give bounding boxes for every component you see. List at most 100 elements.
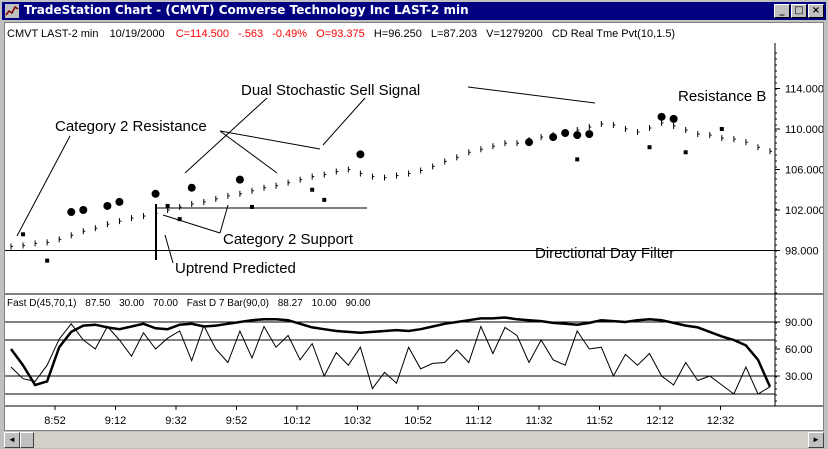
time-tick-label: 9:32 bbox=[165, 415, 186, 427]
price-tick-label: 110.000 bbox=[785, 124, 823, 136]
time-tick-label: 12:32 bbox=[707, 415, 735, 427]
scroll-right-button[interactable]: ► bbox=[808, 432, 824, 448]
chart-area[interactable]: CMVT LAST-2 min 10/19/2000 C=114.500 -.5… bbox=[4, 22, 824, 431]
annotation-dual-stochastic: Dual Stochastic Sell Signal bbox=[241, 82, 420, 99]
maximize-button[interactable]: □ bbox=[791, 4, 807, 18]
signal-square-marker bbox=[21, 232, 26, 237]
signal-square-marker bbox=[683, 150, 688, 155]
signal-dot-marker bbox=[561, 129, 570, 138]
scroll-left-button[interactable]: ◄ bbox=[4, 432, 20, 448]
oscillator-series-1 bbox=[10, 322, 771, 395]
window-title: TradeStation Chart - (CMVT) Comverse Tec… bbox=[24, 3, 469, 17]
oscillator-tick-label: 60.00 bbox=[785, 344, 813, 356]
annotation-line-sell-left bbox=[184, 97, 268, 174]
time-tick-label: 9:52 bbox=[226, 415, 247, 427]
symbol-label: CMVT LAST-2 min bbox=[7, 28, 99, 40]
svg-text:Fast D(45,70,1) 87.50: Fast D(45,70,1) 87.50 30.00 70.00 Fast D… bbox=[7, 298, 371, 309]
fastd-label: Fast D(45,70,1) bbox=[7, 298, 76, 309]
signal-square-marker bbox=[310, 187, 315, 192]
horizontal-scrollbar[interactable]: ◄ ► bbox=[4, 432, 824, 448]
signal-dot-marker bbox=[669, 114, 678, 123]
price-tick-label: 102.000 bbox=[785, 205, 823, 217]
price-tick-label: 98.000 bbox=[785, 246, 819, 258]
time-tick-label: 9:12 bbox=[105, 415, 126, 427]
indicator-label: CD Real Tme Pvt(10,1.5) bbox=[552, 28, 675, 40]
time-tick-label: 12:12 bbox=[646, 415, 674, 427]
fastd-value-1: 87.50 bbox=[85, 298, 110, 309]
signal-square-marker bbox=[575, 157, 580, 162]
annotation-line-resistance-mid bbox=[219, 130, 321, 150]
signal-dot-marker bbox=[187, 183, 196, 192]
title-bar[interactable]: TradeStation Chart - (CMVT) Comverse Tec… bbox=[2, 2, 826, 20]
time-tick-label: 11:12 bbox=[465, 415, 492, 427]
signal-dot-marker bbox=[151, 189, 160, 198]
annotation-line-sell-far bbox=[467, 86, 596, 104]
signal-square-marker bbox=[647, 145, 652, 150]
time-tick-label: 11:52 bbox=[586, 415, 613, 427]
signal-square-marker bbox=[322, 197, 327, 202]
signal-dot-marker bbox=[573, 131, 582, 140]
time-tick-label: 8:52 bbox=[44, 415, 65, 427]
svg-text:CMVT LAST-2 min 10/19/: CMVT LAST-2 min 10/19/2000 C=114.500 -.5… bbox=[7, 28, 675, 40]
low-value: L=87.203 bbox=[431, 28, 477, 40]
oscillator-tick-label: 30.00 bbox=[785, 371, 813, 383]
fastd7-value-1: 88.27 bbox=[278, 298, 303, 309]
pct-value: -0.49% bbox=[272, 28, 307, 40]
oscillator-pane bbox=[5, 316, 775, 395]
chart-icon bbox=[5, 4, 19, 18]
price-tick-label: 106.000 bbox=[785, 165, 823, 177]
signal-square-marker bbox=[177, 217, 182, 222]
signal-dot-marker bbox=[585, 130, 594, 139]
annotation-line-uptrend bbox=[164, 234, 174, 264]
annotation-cat2-resistance: Category 2 Resistance bbox=[55, 118, 207, 135]
oscillator-series-0 bbox=[9, 316, 772, 388]
signal-dot-marker bbox=[67, 208, 76, 217]
annotation-line-sell-right bbox=[322, 97, 366, 146]
oscillator-tick-label: 90.00 bbox=[785, 317, 813, 329]
volume-value: V=1279200 bbox=[486, 28, 543, 40]
annotation-line-resistance-right bbox=[219, 130, 278, 174]
signal-dot-marker bbox=[103, 201, 112, 210]
signal-square-marker bbox=[249, 204, 254, 209]
fastd7-label: Fast D 7 Bar(90,0) bbox=[187, 298, 269, 309]
signal-square-marker bbox=[165, 203, 170, 208]
signal-dot-marker bbox=[356, 150, 365, 159]
close-button[interactable]: × bbox=[808, 4, 824, 18]
annotation-resistance-b: Resistance B bbox=[678, 88, 766, 105]
annotation-cat2-support: Category 2 Support bbox=[223, 231, 354, 248]
price-tick-label: 114.000 bbox=[785, 84, 823, 96]
annotation-line-support-right bbox=[219, 204, 229, 234]
fastd7-value-2: 10.00 bbox=[312, 298, 337, 309]
fastd-value-2: 30.00 bbox=[119, 298, 144, 309]
time-tick-label: 11:32 bbox=[526, 415, 553, 427]
signal-dot-marker bbox=[525, 138, 534, 147]
annotation-line-support-left bbox=[162, 214, 221, 234]
fastd-value-3: 70.00 bbox=[153, 298, 178, 309]
time-tick-label: 10:32 bbox=[344, 415, 372, 427]
axis-labels: 114.000 110.000 106.000 102.000 98.000 90.00 6… bbox=[44, 52, 823, 427]
close-value: C=114.500 bbox=[176, 28, 229, 40]
change-value: -.563 bbox=[238, 28, 263, 40]
fastd7-value-3: 90.00 bbox=[345, 298, 370, 309]
signal-dot-marker bbox=[235, 175, 244, 184]
annotation-directional-filter: Directional Day Filter bbox=[535, 245, 674, 262]
signal-square-marker bbox=[45, 258, 50, 263]
high-value: H=96.250 bbox=[374, 28, 422, 40]
annotation-uptrend: Uptrend Predicted bbox=[175, 260, 296, 277]
annotation-line-resistance-left bbox=[16, 135, 71, 237]
signal-dot-marker bbox=[657, 112, 666, 121]
signal-dot-marker bbox=[115, 197, 124, 206]
signal-square-marker bbox=[719, 127, 724, 131]
minimize-button[interactable]: _ bbox=[774, 4, 790, 18]
signal-dot-marker bbox=[549, 133, 558, 142]
price-pane bbox=[5, 112, 775, 263]
chart-canvas[interactable]: CMVT LAST-2 min 10/19/2000 C=114.500 -.5… bbox=[5, 23, 823, 430]
date-label: 10/19/2000 bbox=[110, 28, 165, 40]
time-tick-label: 10:52 bbox=[404, 415, 432, 427]
signal-dot-marker bbox=[79, 206, 88, 214]
open-value: O=93.375 bbox=[316, 28, 365, 40]
annotation-lines bbox=[16, 86, 596, 264]
time-tick-label: 10:12 bbox=[283, 415, 311, 427]
scroll-thumb[interactable] bbox=[20, 432, 34, 448]
